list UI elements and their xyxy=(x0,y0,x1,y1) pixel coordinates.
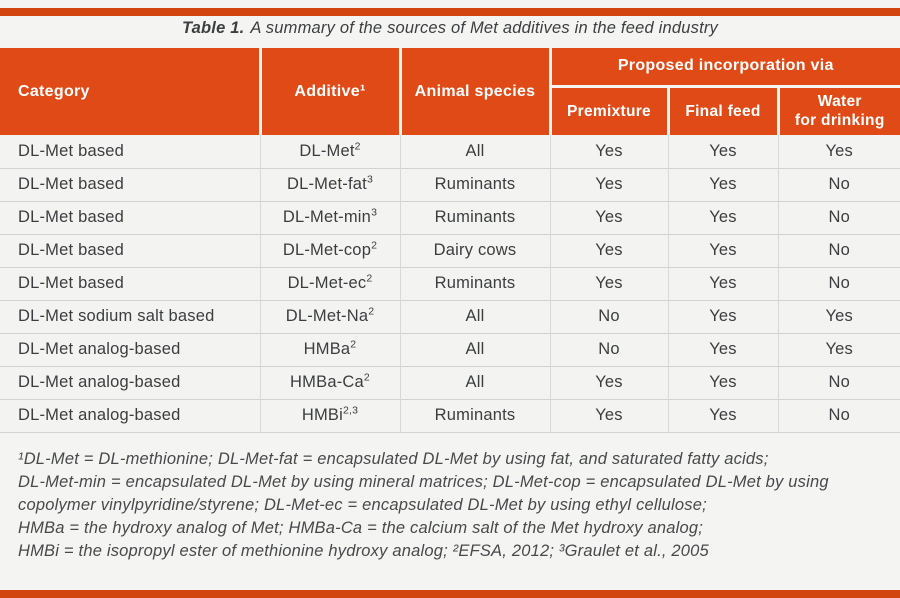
footnote-line: DL-Met-min = encapsulated DL-Met by usin… xyxy=(18,472,829,491)
cell-premixture: Yes xyxy=(549,266,668,300)
cell-water: No xyxy=(777,233,900,267)
cell-category: DL-Met based xyxy=(0,266,260,300)
table-row: DL-Met based DL-Met-fat3 Ruminants Yes Y… xyxy=(0,167,900,201)
cell-final-feed: Yes xyxy=(667,135,778,168)
header-animal-species: Animal species xyxy=(398,48,550,135)
footnote-line: ¹DL-Met = DL-methionine; DL-Met-fat = en… xyxy=(18,449,769,468)
cell-final-feed: Yes xyxy=(667,266,778,300)
cell-category: DL-Met based xyxy=(0,167,260,201)
cell-final-feed: Yes xyxy=(667,365,778,399)
cell-category: DL-Met analog-based xyxy=(0,398,260,433)
header-additive: Additive¹ xyxy=(258,48,400,135)
cell-final-feed: Yes xyxy=(667,299,778,333)
table-row: DL-Met sodium salt based DL-Met-Na2 All … xyxy=(0,299,900,333)
cell-additive: HMBa2 xyxy=(259,332,400,366)
footnote-line: HMBa = the hydroxy analog of Met; HMBa-C… xyxy=(18,518,704,537)
table-title: Table 1. A summary of the sources of Met… xyxy=(0,8,900,48)
table-row: DL-Met analog-based HMBa-Ca2 All Yes Yes… xyxy=(0,365,900,399)
header-final-feed: Final feed xyxy=(666,86,778,135)
cell-premixture: Yes xyxy=(549,233,668,267)
table-title-prefix: Table 1. xyxy=(181,18,245,37)
header-proposed-incorporation: Proposed incorporation via xyxy=(548,48,900,88)
header-premixture: Premixture xyxy=(548,86,668,135)
cell-category: DL-Met sodium salt based xyxy=(0,299,260,333)
cell-final-feed: Yes xyxy=(667,332,778,366)
cell-water: No xyxy=(777,200,900,234)
cell-animal-species: Ruminants xyxy=(399,167,550,201)
cell-additive: HMBa-Ca2 xyxy=(259,365,400,399)
cell-animal-species: Ruminants xyxy=(399,398,550,433)
cell-premixture: Yes xyxy=(549,398,668,433)
table-row: DL-Met based DL-Met2 All Yes Yes Yes xyxy=(0,135,900,168)
table-header: Category Additive¹ Animal species Propos… xyxy=(0,48,900,135)
met-additives-table: Category Additive¹ Animal species Propos… xyxy=(0,48,900,433)
footnotes: ¹DL-Met = DL-methionine; DL-Met-fat = en… xyxy=(18,448,880,563)
cell-final-feed: Yes xyxy=(667,200,778,234)
cell-additive: DL-Met-cop2 xyxy=(259,233,400,267)
cell-category: DL-Met based xyxy=(0,233,260,267)
bottom-accent-bar xyxy=(0,590,900,598)
table-title-text: A summary of the sources of Met additive… xyxy=(250,18,719,37)
cell-water: Yes xyxy=(777,135,900,168)
cell-additive: DL-Met-Na2 xyxy=(259,299,400,333)
table-row: DL-Met analog-based HMBa2 All No Yes Yes xyxy=(0,332,900,366)
header-category: Category xyxy=(0,48,260,135)
cell-water: No xyxy=(777,365,900,399)
cell-water: No xyxy=(777,398,900,433)
table-row: DL-Met based DL-Met-ec2 Ruminants Yes Ye… xyxy=(0,266,900,300)
cell-animal-species: All xyxy=(399,299,550,333)
cell-animal-species: All xyxy=(399,365,550,399)
cell-final-feed: Yes xyxy=(667,398,778,433)
cell-additive: HMBi2,3 xyxy=(259,398,400,433)
top-accent-bar xyxy=(0,8,900,16)
header-water-for-drinking: Water for drinking xyxy=(776,86,900,135)
cell-category: DL-Met analog-based xyxy=(0,365,260,399)
cell-water: No xyxy=(777,266,900,300)
cell-premixture: Yes xyxy=(549,167,668,201)
cell-water: Yes xyxy=(777,332,900,366)
cell-additive: DL-Met-fat3 xyxy=(259,167,400,201)
cell-final-feed: Yes xyxy=(667,233,778,267)
cell-additive: DL-Met-min3 xyxy=(259,200,400,234)
cell-premixture: No xyxy=(549,299,668,333)
cell-animal-species: All xyxy=(399,332,550,366)
footnote-line: copolymer vinylpyridine/styrene; DL-Met-… xyxy=(18,495,707,514)
table-body: DL-Met based DL-Met2 All Yes Yes Yes DL-… xyxy=(0,135,900,433)
cell-category: DL-Met analog-based xyxy=(0,332,260,366)
cell-animal-species: Ruminants xyxy=(399,266,550,300)
cell-final-feed: Yes xyxy=(667,167,778,201)
cell-animal-species: All xyxy=(399,135,550,168)
cell-premixture: No xyxy=(549,332,668,366)
cell-additive: DL-Met-ec2 xyxy=(259,266,400,300)
cell-water: Yes xyxy=(777,299,900,333)
cell-premixture: Yes xyxy=(549,365,668,399)
cell-animal-species: Ruminants xyxy=(399,200,550,234)
cell-premixture: Yes xyxy=(549,200,668,234)
cell-additive: DL-Met2 xyxy=(259,135,400,168)
cell-category: DL-Met based xyxy=(0,135,260,168)
table-row: DL-Met analog-based HMBi2,3 Ruminants Ye… xyxy=(0,398,900,433)
cell-premixture: Yes xyxy=(549,135,668,168)
footnote-line: HMBi = the isopropyl ester of methionine… xyxy=(18,541,709,560)
table-row: DL-Met based DL-Met-min3 Ruminants Yes Y… xyxy=(0,200,900,234)
cell-water: No xyxy=(777,167,900,201)
cell-category: DL-Met based xyxy=(0,200,260,234)
cell-animal-species: Dairy cows xyxy=(399,233,550,267)
table-row: DL-Met based DL-Met-cop2 Dairy cows Yes … xyxy=(0,233,900,267)
